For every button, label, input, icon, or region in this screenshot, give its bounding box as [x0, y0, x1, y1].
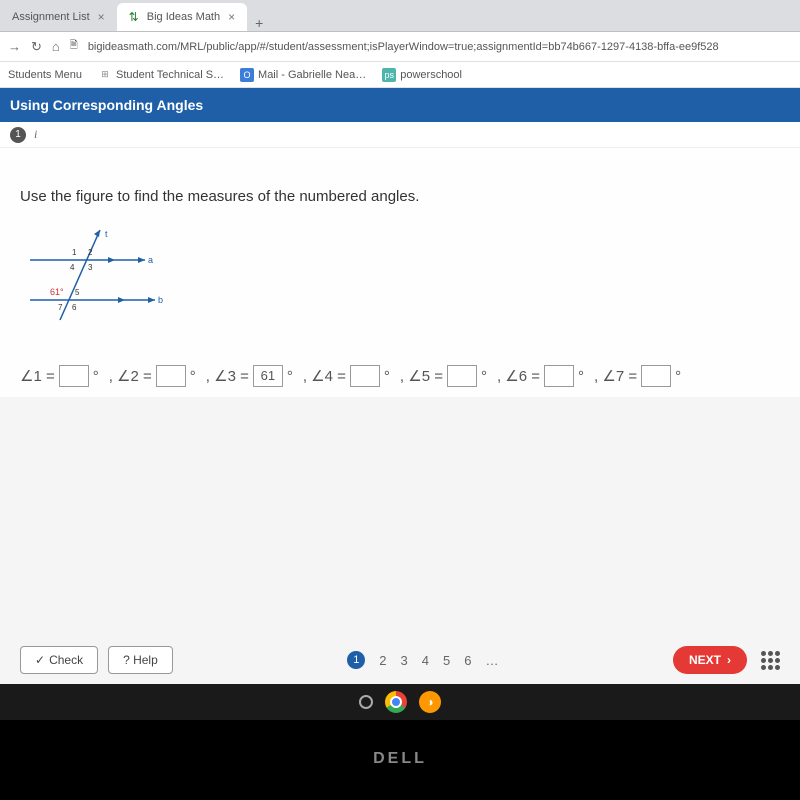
bookmark-label: Mail - Gabrielle Nea…	[258, 69, 366, 81]
bookmark-powerschool[interactable]: ps powerschool	[382, 68, 462, 82]
bookmark-mail[interactable]: O Mail - Gabrielle Nea…	[240, 68, 366, 82]
svg-text:2: 2	[88, 248, 93, 257]
question-prompt: Use the figure to find the measures of t…	[20, 188, 780, 205]
angle-6-label: , ∠6 =	[497, 367, 540, 385]
address-bar[interactable]: bigideasmath.com/MRL/public/app/#/studen…	[88, 41, 719, 53]
page-6[interactable]: 6	[464, 653, 471, 668]
chromeos-shelf: ◑	[0, 684, 800, 720]
degree-symbol: °	[384, 368, 390, 385]
next-button[interactable]: NEXT ›	[673, 646, 747, 674]
degree-symbol: °	[578, 368, 584, 385]
question-number-badge: 1	[10, 127, 26, 143]
svg-text:5: 5	[75, 288, 80, 297]
angle-1-label: ∠1 =	[20, 367, 55, 385]
bookmark-icon: ⊞	[98, 68, 112, 82]
bookmark-label: Students Menu	[8, 69, 82, 81]
reload-icon[interactable]: ↻	[31, 39, 42, 55]
angle-figure: t a b 1 2 3 4 61° 5 6 7	[20, 225, 170, 325]
question-header: 1 i	[0, 122, 800, 148]
degree-symbol: °	[287, 368, 293, 385]
svg-text:3: 3	[88, 263, 93, 272]
chrome-icon[interactable]	[385, 691, 407, 713]
page-3[interactable]: 3	[401, 653, 408, 668]
favicon-icon: ⇅	[129, 10, 139, 24]
svg-text:a: a	[148, 255, 153, 265]
chevron-right-icon: ›	[727, 653, 731, 667]
angle-5-input[interactable]	[447, 365, 477, 387]
svg-text:7: 7	[58, 303, 63, 312]
check-button[interactable]: ✓ Check	[20, 646, 98, 674]
check-icon: ✓	[35, 653, 45, 667]
angle-4-label: , ∠4 =	[303, 367, 346, 385]
site-icon: 🗎	[70, 38, 78, 55]
tab-label: Big Ideas Math	[147, 11, 220, 23]
tab-assignment-list[interactable]: Assignment List ×	[0, 3, 117, 31]
close-icon[interactable]: ×	[228, 10, 235, 24]
browser-tab-strip: Assignment List × ⇅ Big Ideas Math × +	[0, 0, 800, 32]
bookmark-label: Student Technical S…	[116, 69, 224, 81]
help-button[interactable]: ? Help	[108, 646, 173, 674]
browser-toolbar: → ↻ ⌂ 🗎 bigideasmath.com/MRL/public/app/…	[0, 32, 800, 62]
home-icon[interactable]: ⌂	[52, 39, 60, 54]
degree-symbol: °	[675, 368, 681, 385]
page-4[interactable]: 4	[422, 653, 429, 668]
info-icon[interactable]: i	[34, 127, 37, 142]
powerschool-icon: ps	[382, 68, 396, 82]
help-label: ? Help	[123, 653, 158, 667]
page-1[interactable]: 1	[347, 651, 365, 669]
svg-text:6: 6	[72, 303, 77, 312]
forward-icon[interactable]: →	[8, 39, 21, 54]
app-icon[interactable]: ◑	[419, 691, 441, 713]
tab-label: Assignment List	[12, 11, 90, 23]
bookmark-label: powerschool	[400, 69, 462, 81]
angle-5-label: , ∠5 =	[400, 367, 443, 385]
angle-2-label: , ∠2 =	[109, 367, 152, 385]
new-tab-button[interactable]: +	[247, 15, 271, 31]
svg-text:1: 1	[72, 248, 77, 257]
bookmarks-bar: Students Menu ⊞ Student Technical S… O M…	[0, 62, 800, 88]
answer-row: ∠1 = ° , ∠2 = ° , ∠3 = 61 ° , ∠4 = ° , ∠…	[20, 365, 780, 387]
svg-text:t: t	[105, 229, 108, 239]
degree-symbol: °	[93, 368, 99, 385]
assessment-footer: ✓ Check ? Help 1 2 3 4 5 6 … NEXT ›	[0, 638, 800, 682]
apps-grid-icon[interactable]	[761, 651, 780, 670]
degree-symbol: °	[481, 368, 487, 385]
page-more[interactable]: …	[485, 653, 498, 668]
close-icon[interactable]: ×	[98, 10, 105, 24]
angle-3-label: , ∠3 =	[206, 367, 249, 385]
next-label: NEXT	[689, 653, 721, 667]
page-5[interactable]: 5	[443, 653, 450, 668]
page-2[interactable]: 2	[379, 653, 386, 668]
angle-2-input[interactable]	[156, 365, 186, 387]
angle-7-input[interactable]	[641, 365, 671, 387]
bookmark-student-technical[interactable]: ⊞ Student Technical S…	[98, 68, 224, 82]
angle-4-input[interactable]	[350, 365, 380, 387]
check-label: Check	[49, 653, 83, 667]
svg-text:4: 4	[70, 263, 75, 272]
lesson-title-bar: Using Corresponding Angles	[0, 88, 800, 122]
bookmark-students-menu[interactable]: Students Menu	[8, 69, 82, 81]
angle-1-input[interactable]	[59, 365, 89, 387]
laptop-brand: DELL	[0, 720, 800, 800]
svg-text:61°: 61°	[50, 287, 64, 297]
lesson-title: Using Corresponding Angles	[10, 97, 203, 113]
question-pager: 1 2 3 4 5 6 …	[347, 651, 498, 669]
angle-6-input[interactable]	[544, 365, 574, 387]
outlook-icon: O	[240, 68, 254, 82]
question-content: Use the figure to find the measures of t…	[0, 148, 800, 397]
launcher-icon[interactable]	[359, 695, 373, 709]
angle-7-label: , ∠7 =	[594, 367, 637, 385]
angle-3-input[interactable]: 61	[253, 365, 283, 387]
svg-text:b: b	[158, 295, 163, 305]
degree-symbol: °	[190, 368, 196, 385]
tab-big-ideas-math[interactable]: ⇅ Big Ideas Math ×	[117, 3, 247, 31]
